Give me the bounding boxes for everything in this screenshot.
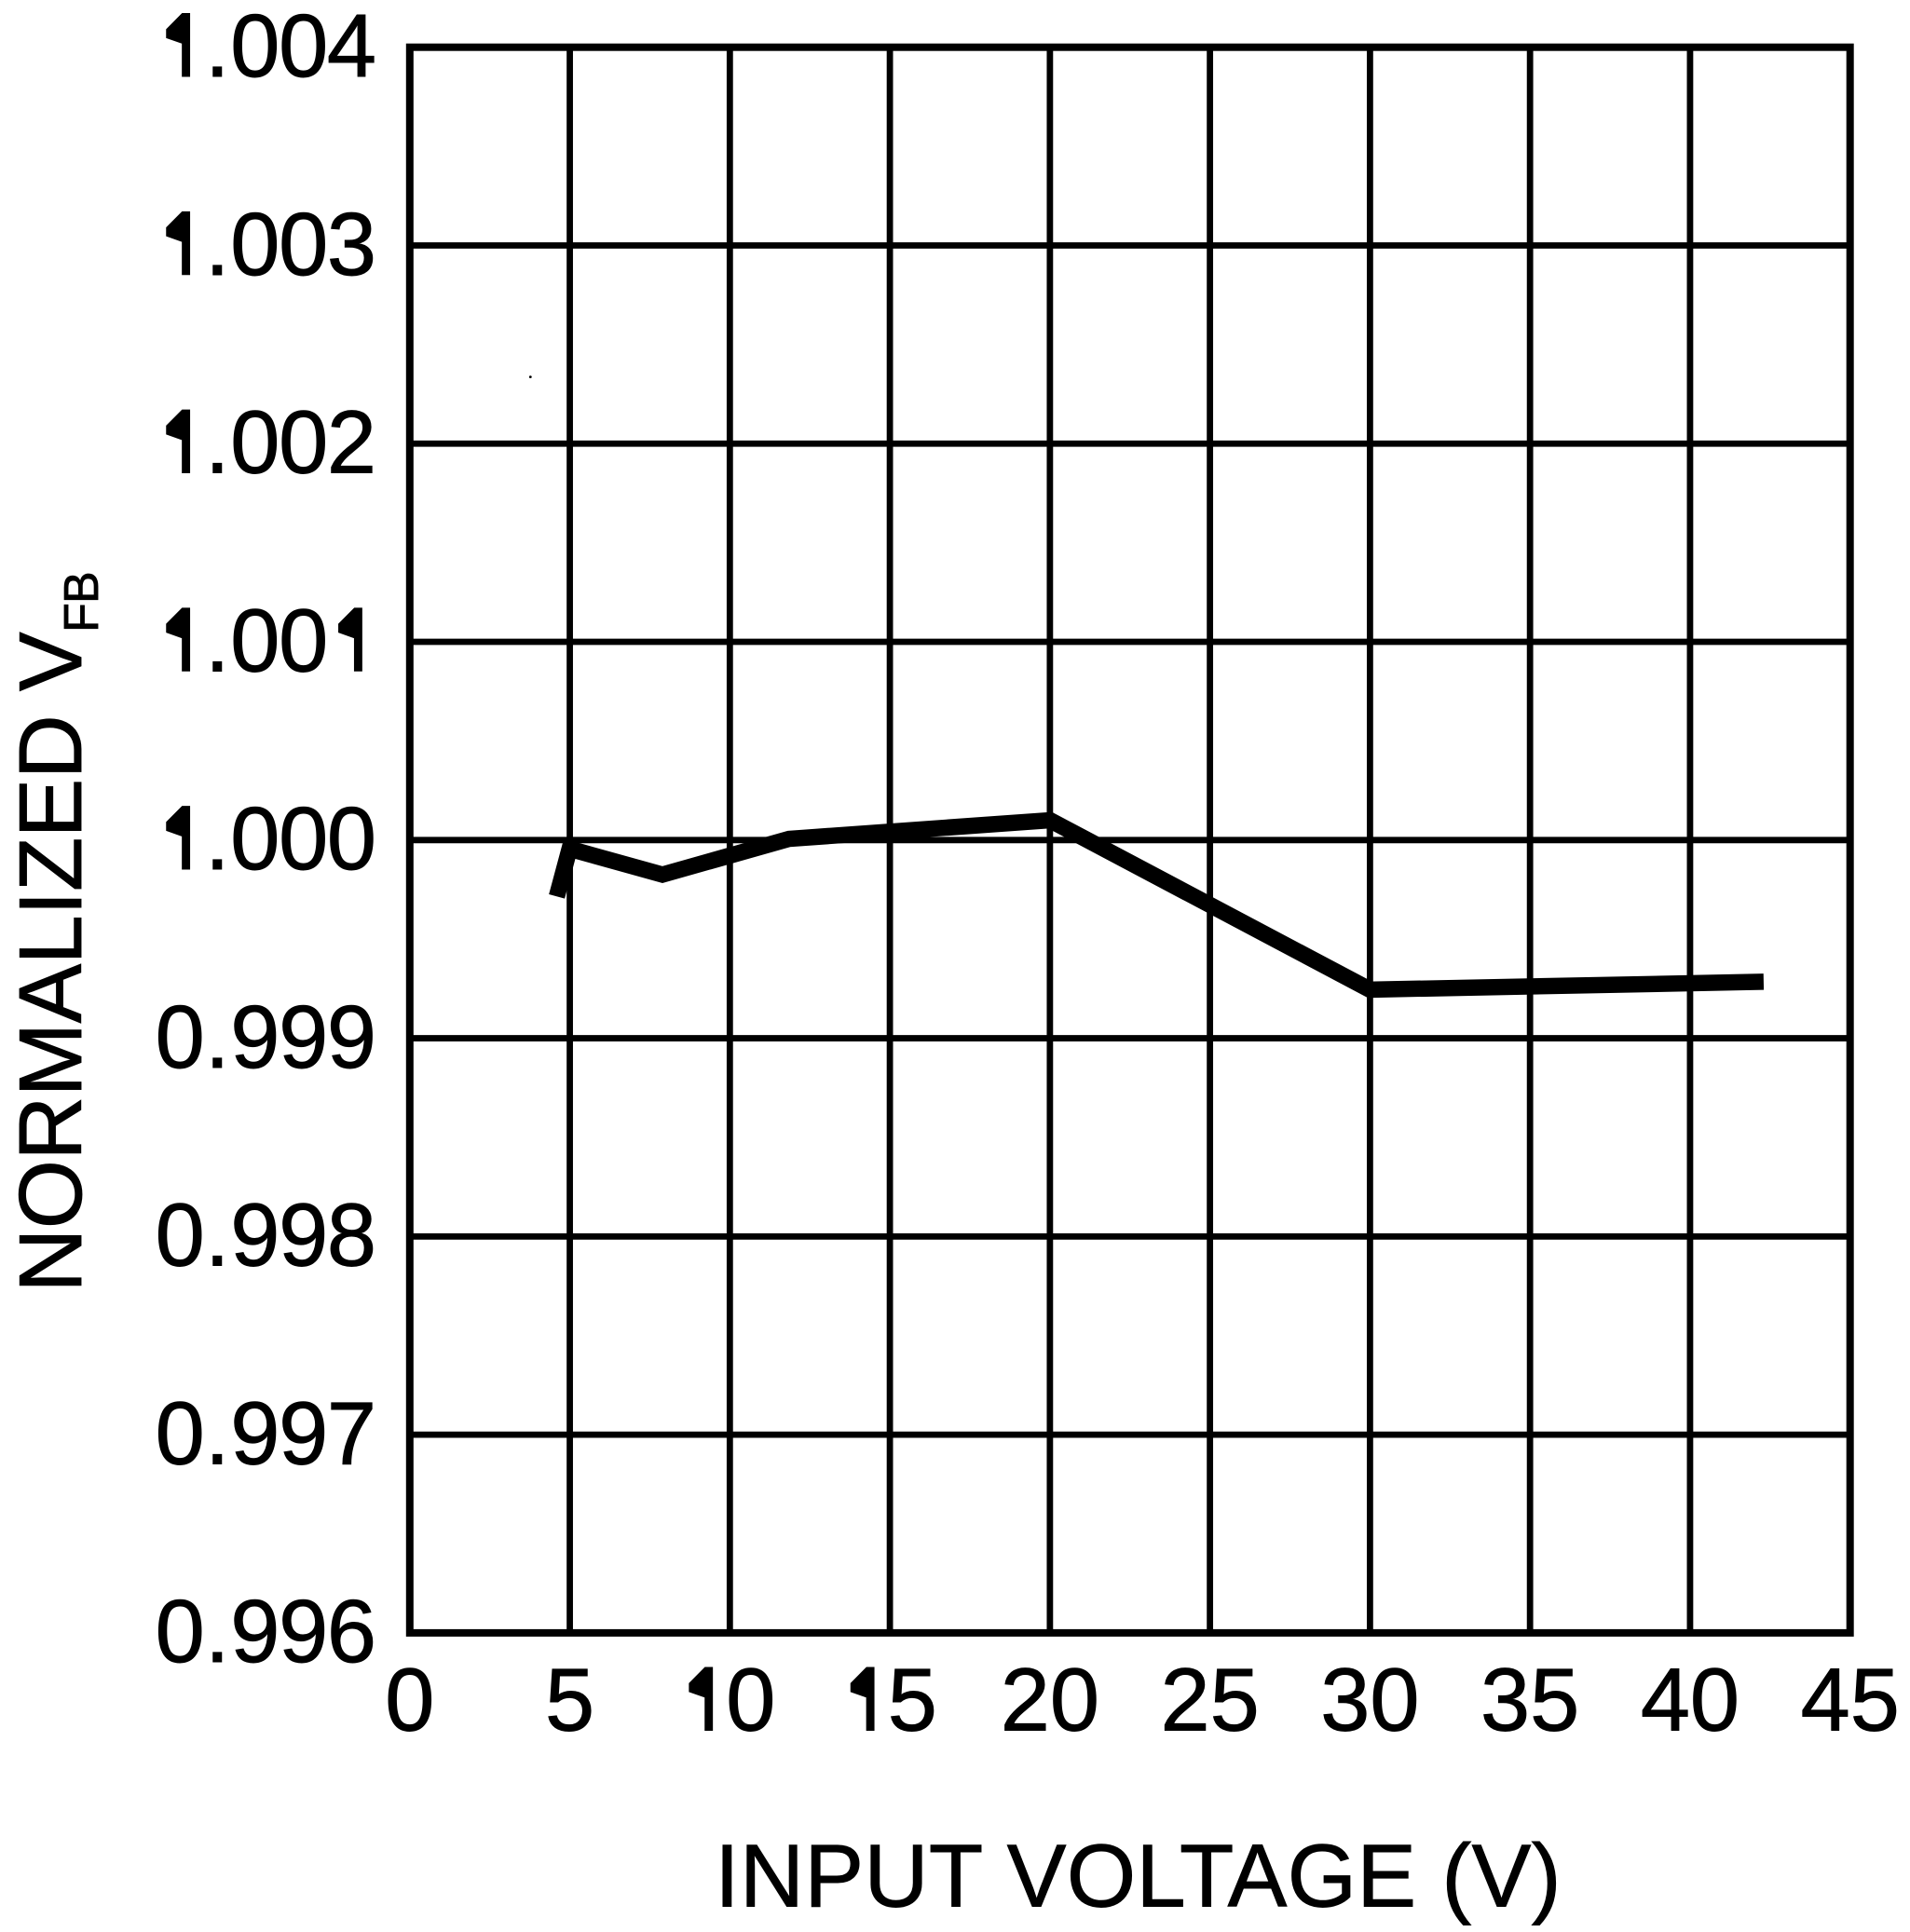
svg-text:.004: .004	[205, 0, 376, 96]
svg-text:40: 40	[1641, 1652, 1739, 1750]
svg-text:35: 35	[1480, 1652, 1579, 1750]
svg-text:0.996: 0.996	[156, 1583, 376, 1681]
svg-text:25: 25	[1161, 1652, 1260, 1750]
svg-text:.000: .000	[205, 790, 376, 889]
svg-text:0: 0	[385, 1652, 434, 1750]
svg-text:.002: .002	[205, 394, 376, 493]
svg-text:0: 0	[726, 1652, 775, 1750]
svg-text:20: 20	[1001, 1652, 1099, 1750]
svg-text:NORMALIZED VFB: NORMALIZED VFB	[2, 572, 109, 1293]
svg-text:0.997: 0.997	[156, 1384, 376, 1483]
svg-text:5: 5	[545, 1652, 594, 1750]
svg-text:.003: .003	[205, 196, 376, 294]
svg-text:45: 45	[1801, 1652, 1900, 1750]
svg-text:0.998: 0.998	[156, 1187, 376, 1286]
svg-text:INPUT VOLTAGE (V): INPUT VOLTAGE (V)	[715, 1827, 1562, 1925]
svg-text:.00: .00	[205, 592, 328, 690]
svg-text:0.999: 0.999	[156, 988, 376, 1087]
svg-text:5: 5	[888, 1652, 937, 1750]
svg-text:30: 30	[1320, 1652, 1419, 1750]
